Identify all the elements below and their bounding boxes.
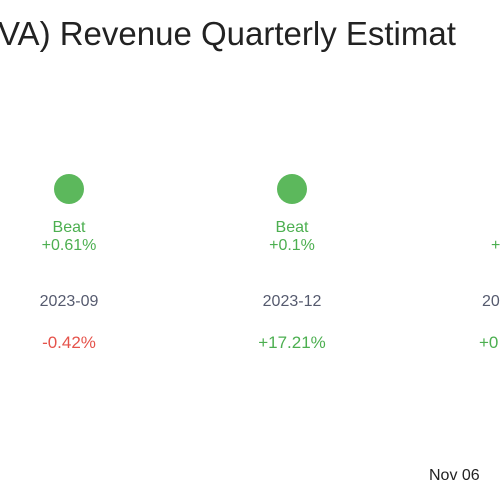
surprise: +0.1% bbox=[269, 237, 315, 254]
period: 2023-09 bbox=[40, 293, 99, 310]
change: +0 bbox=[479, 333, 498, 352]
change: -0.42% bbox=[42, 333, 96, 352]
beat-dot bbox=[277, 174, 307, 204]
title: VA) Revenue Quarterly Estimat bbox=[0, 15, 456, 52]
result: Beat bbox=[53, 219, 86, 236]
period: 20 bbox=[482, 293, 500, 310]
surprise: + bbox=[491, 237, 500, 254]
date: Nov 06 bbox=[429, 467, 480, 484]
beat-dot bbox=[54, 174, 84, 204]
result: Beat bbox=[276, 219, 309, 236]
period: 2023-12 bbox=[263, 293, 322, 310]
surprise: +0.61% bbox=[42, 237, 97, 254]
change: +17.21% bbox=[258, 333, 326, 352]
